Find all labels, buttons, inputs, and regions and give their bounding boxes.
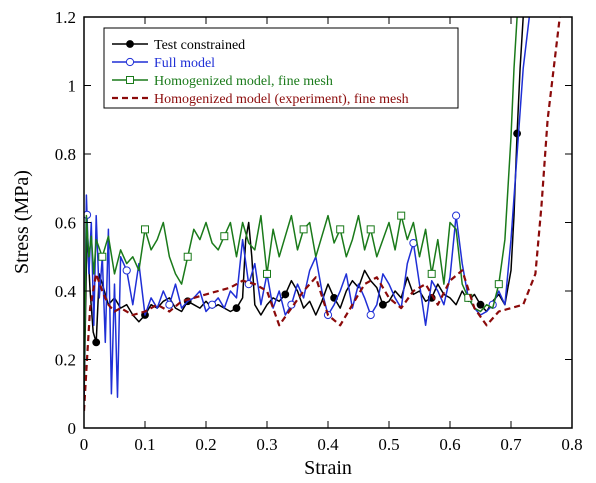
series-layer — [84, 17, 561, 411]
series-marker — [263, 269, 271, 278]
series-marker — [141, 225, 149, 234]
series-marker — [208, 300, 217, 309]
series-marker — [281, 290, 290, 299]
legend-box — [103, 27, 459, 109]
legend: Test constrained Full model Homogenized mo… — [103, 27, 459, 109]
legend-label: Full model — [154, 56, 215, 71]
legend-marker — [126, 40, 134, 48]
x-tick-label: 0 — [80, 435, 89, 454]
series-marker — [299, 225, 308, 234]
legend-entry: Homogenized model (experiment), fine mes… — [112, 92, 409, 107]
series-marker — [397, 211, 406, 220]
tick-layer: 0 0.1 0.2 0.3 0.4 0.5 0.6 0.7 0.8 0 0.2 0.4 0.6 0.8 1 1… — [55, 8, 583, 454]
series-marker — [336, 225, 345, 234]
series-marker — [452, 211, 461, 220]
legend-entry: Homogenized model, fine mesh — [112, 74, 333, 89]
x-tick-label: 0.1 — [134, 435, 155, 454]
y-tick-label: 0 — [68, 419, 77, 438]
legend-label: Homogenized model (experiment), fine mes… — [154, 92, 409, 107]
x-tick-label: 0.3 — [256, 435, 277, 454]
legend-marker — [125, 57, 135, 67]
series-marker — [122, 266, 131, 275]
x-tick-label: 0.8 — [561, 435, 582, 454]
y-tick-label: 0.6 — [55, 214, 76, 233]
series-4 — [84, 17, 561, 411]
x-tick-label: 0.5 — [378, 435, 399, 454]
x-tick-label: 0.4 — [317, 435, 339, 454]
y-tick-label: 1 — [68, 77, 77, 96]
series-line — [84, 17, 518, 387]
series-marker — [232, 304, 241, 313]
series-marker — [366, 310, 375, 320]
legend-entry: Full model — [112, 56, 215, 71]
series-marker — [220, 232, 229, 241]
x-tick-label: 0.7 — [500, 435, 522, 454]
series-line — [84, 17, 561, 411]
legend-entry: Test constrained — [112, 38, 245, 53]
x-axis-label: Strain — [304, 457, 352, 479]
series-marker — [98, 252, 107, 261]
series-marker — [92, 338, 101, 347]
series-marker — [494, 280, 503, 289]
x-tick-label: 0.6 — [439, 435, 460, 454]
series-marker — [165, 300, 174, 309]
y-tick-label: 0.4 — [55, 282, 77, 301]
series-marker — [476, 300, 485, 309]
legend-marker — [126, 76, 134, 84]
y-tick-label: 0.2 — [55, 351, 76, 370]
x-tick-label: 0.2 — [195, 435, 216, 454]
y-tick-label: 1.2 — [55, 8, 76, 27]
legend-label: Homogenized model, fine mesh — [154, 74, 333, 89]
series-marker — [427, 269, 436, 278]
series-marker — [183, 252, 192, 261]
series-3 — [84, 17, 518, 387]
series-marker — [366, 225, 375, 234]
y-axis-label: Stress (MPa) — [11, 170, 33, 274]
y-tick-label: 0.8 — [55, 145, 76, 164]
series-marker — [379, 300, 387, 309]
legend-label: Test constrained — [154, 38, 245, 53]
